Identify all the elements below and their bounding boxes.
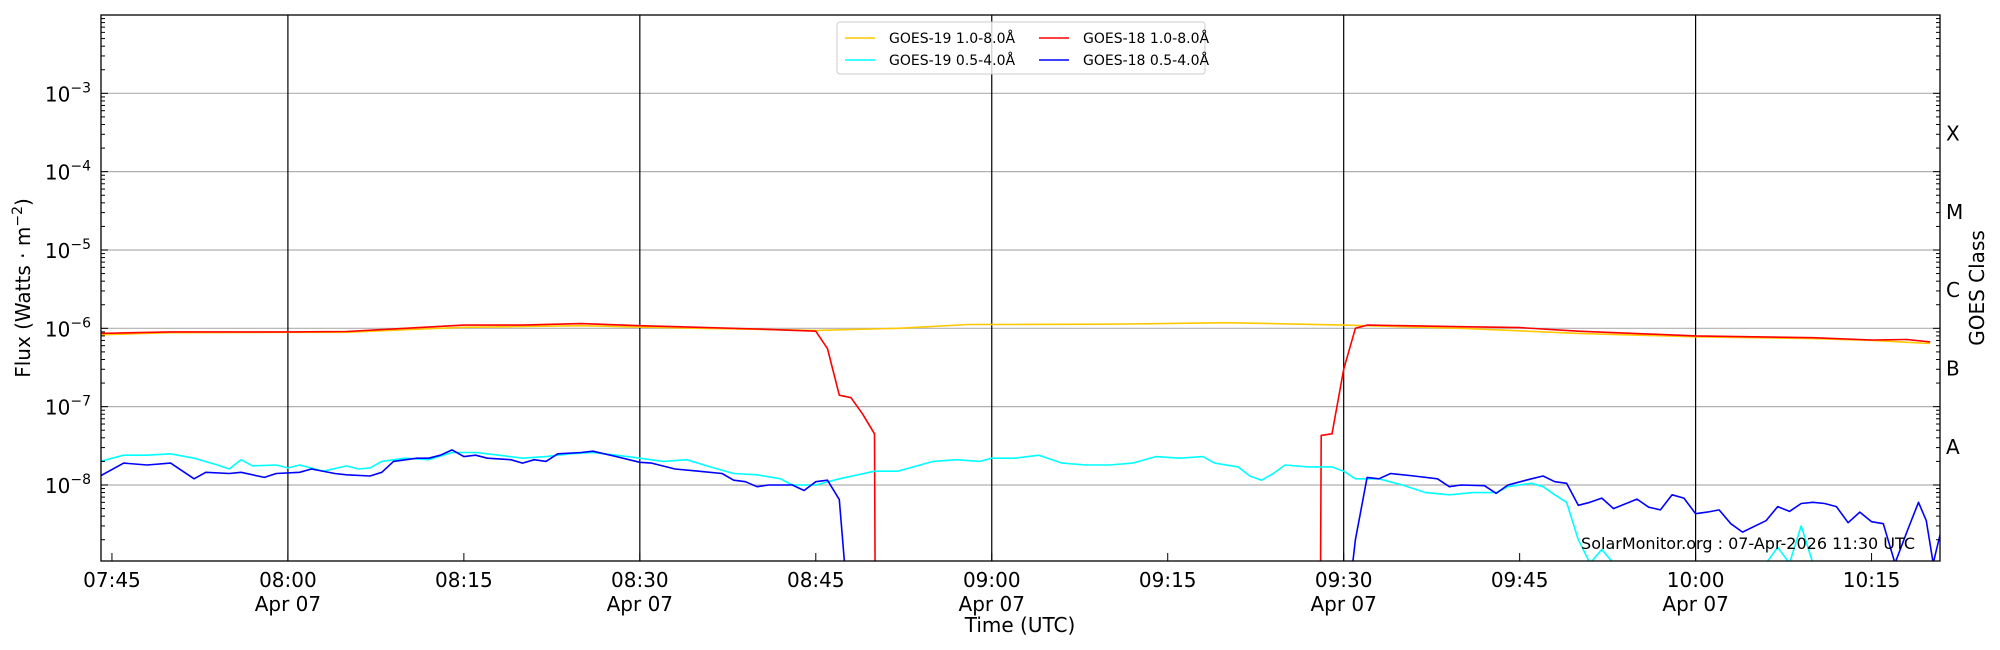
x-tick-label: 10:00 bbox=[1667, 568, 1725, 592]
x-tick-label: 07:45 bbox=[83, 568, 141, 592]
legend-label: GOES-18 1.0-8.0Å bbox=[1083, 30, 1209, 47]
series-group bbox=[101, 321, 1940, 561]
legend-label: GOES-19 1.0-8.0Å bbox=[889, 30, 1015, 47]
goes-class-label: C bbox=[1946, 278, 1960, 302]
series-line bbox=[101, 321, 1931, 345]
y-tick-label: 10−3 bbox=[45, 80, 91, 106]
goes-class-label: A bbox=[1946, 435, 1960, 459]
x-axis-label: Time (UTC) bbox=[964, 613, 1076, 637]
x-tick-label: 08:00 bbox=[259, 568, 317, 592]
x-tick-label: 10:15 bbox=[1843, 568, 1901, 592]
y-tick-label: 10−8 bbox=[45, 472, 91, 498]
legend-label: GOES-18 0.5-4.0Å bbox=[1083, 52, 1209, 69]
x-tick-date: Apr 07 bbox=[607, 592, 673, 616]
series-line bbox=[101, 451, 1814, 561]
y-axis-label: Flux (Watts · m−2) bbox=[10, 198, 35, 378]
annotation: SolarMonitor.org : 07-Apr-2026 11:30 UTC bbox=[1581, 534, 1915, 553]
y-tick-label: 10−7 bbox=[45, 394, 91, 420]
y-tick-label: 10−4 bbox=[45, 159, 91, 185]
goes-class-label: X bbox=[1946, 122, 1960, 146]
y-tick-label: 10−6 bbox=[45, 315, 91, 341]
x-tick-date: Apr 07 bbox=[1662, 592, 1728, 616]
x-tick-label: 09:45 bbox=[1491, 568, 1549, 592]
x-tick-label: 09:00 bbox=[963, 568, 1021, 592]
x-tick-label: 09:30 bbox=[1315, 568, 1373, 592]
series-line bbox=[1352, 472, 1940, 561]
x-tick-label: 09:15 bbox=[1139, 568, 1197, 592]
legend: GOES-19 1.0-8.0Å GOES-19 0.5-4.0Å GOES-18 … bbox=[836, 21, 1209, 75]
x-tick-label: 08:15 bbox=[435, 568, 493, 592]
y-tick-label: 10−5 bbox=[45, 237, 91, 263]
goes-class-label: M bbox=[1946, 200, 1963, 224]
goes-class-label: B bbox=[1946, 357, 1960, 381]
x-tick-label: 08:30 bbox=[611, 568, 669, 592]
x-tick-label: 08:45 bbox=[787, 568, 845, 592]
series-line bbox=[101, 322, 876, 561]
x-tick-date: Apr 07 bbox=[255, 592, 321, 616]
legend-box bbox=[836, 21, 1206, 75]
right-axis-label: GOES Class bbox=[1965, 230, 1989, 346]
x-tick-date: Apr 07 bbox=[959, 592, 1025, 616]
legend-label: GOES-19 0.5-4.0Å bbox=[889, 52, 1015, 69]
x-tick-date: Apr 07 bbox=[1310, 592, 1376, 616]
vertical-hour-lines bbox=[287, 15, 1697, 561]
grid bbox=[101, 92, 1940, 486]
series-line bbox=[101, 449, 846, 561]
plot-frame bbox=[100, 14, 1941, 562]
series-line bbox=[1319, 324, 1931, 561]
